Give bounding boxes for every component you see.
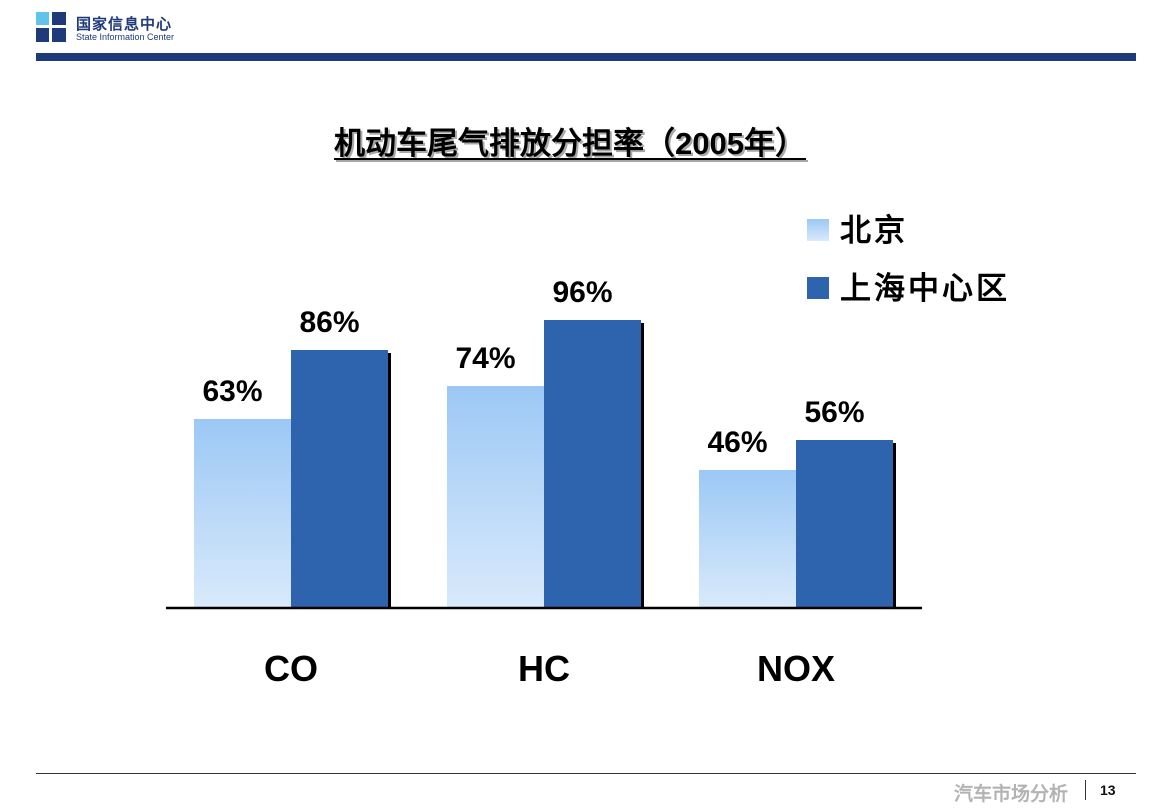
logo: 国家信息中心 State Information Center [36, 12, 216, 46]
data-label: 56% [804, 396, 864, 429]
bar-co-series-1 [194, 419, 291, 608]
bar-co-series-2 [291, 350, 388, 608]
data-label: 74% [455, 342, 515, 375]
data-label: 46% [707, 426, 767, 459]
data-label: 63% [202, 375, 262, 408]
footer-separator [1085, 780, 1086, 800]
legend-label: 北京 [840, 213, 908, 249]
data-label: 96% [552, 276, 612, 309]
category-tick-label: CO [264, 648, 318, 689]
footer-divider [36, 773, 1136, 774]
bar-nox-series-2 [796, 440, 893, 608]
bar-hc-series-2 [544, 320, 641, 608]
bar-hc-series-1 [447, 386, 544, 608]
page-number: 13 [1100, 782, 1116, 798]
org-name-en: State Information Center [76, 32, 175, 42]
category-tick-label: HC [518, 648, 570, 689]
legend-swatch [807, 277, 829, 299]
chart-title: 机动车尾气排放分担率（2005年） [334, 126, 806, 161]
footer-section-title: 汽车市场分析 [953, 784, 1068, 805]
category-tick-label: NOX [757, 648, 835, 689]
bar-nox-series-1 [699, 470, 796, 608]
legend-swatch [807, 219, 829, 241]
logo-icon [36, 12, 66, 42]
legend-label: 上海中心区 [840, 271, 1010, 307]
header-bar [36, 53, 1136, 61]
org-name-cn: 国家信息中心 [76, 16, 173, 33]
data-label: 86% [299, 306, 359, 339]
